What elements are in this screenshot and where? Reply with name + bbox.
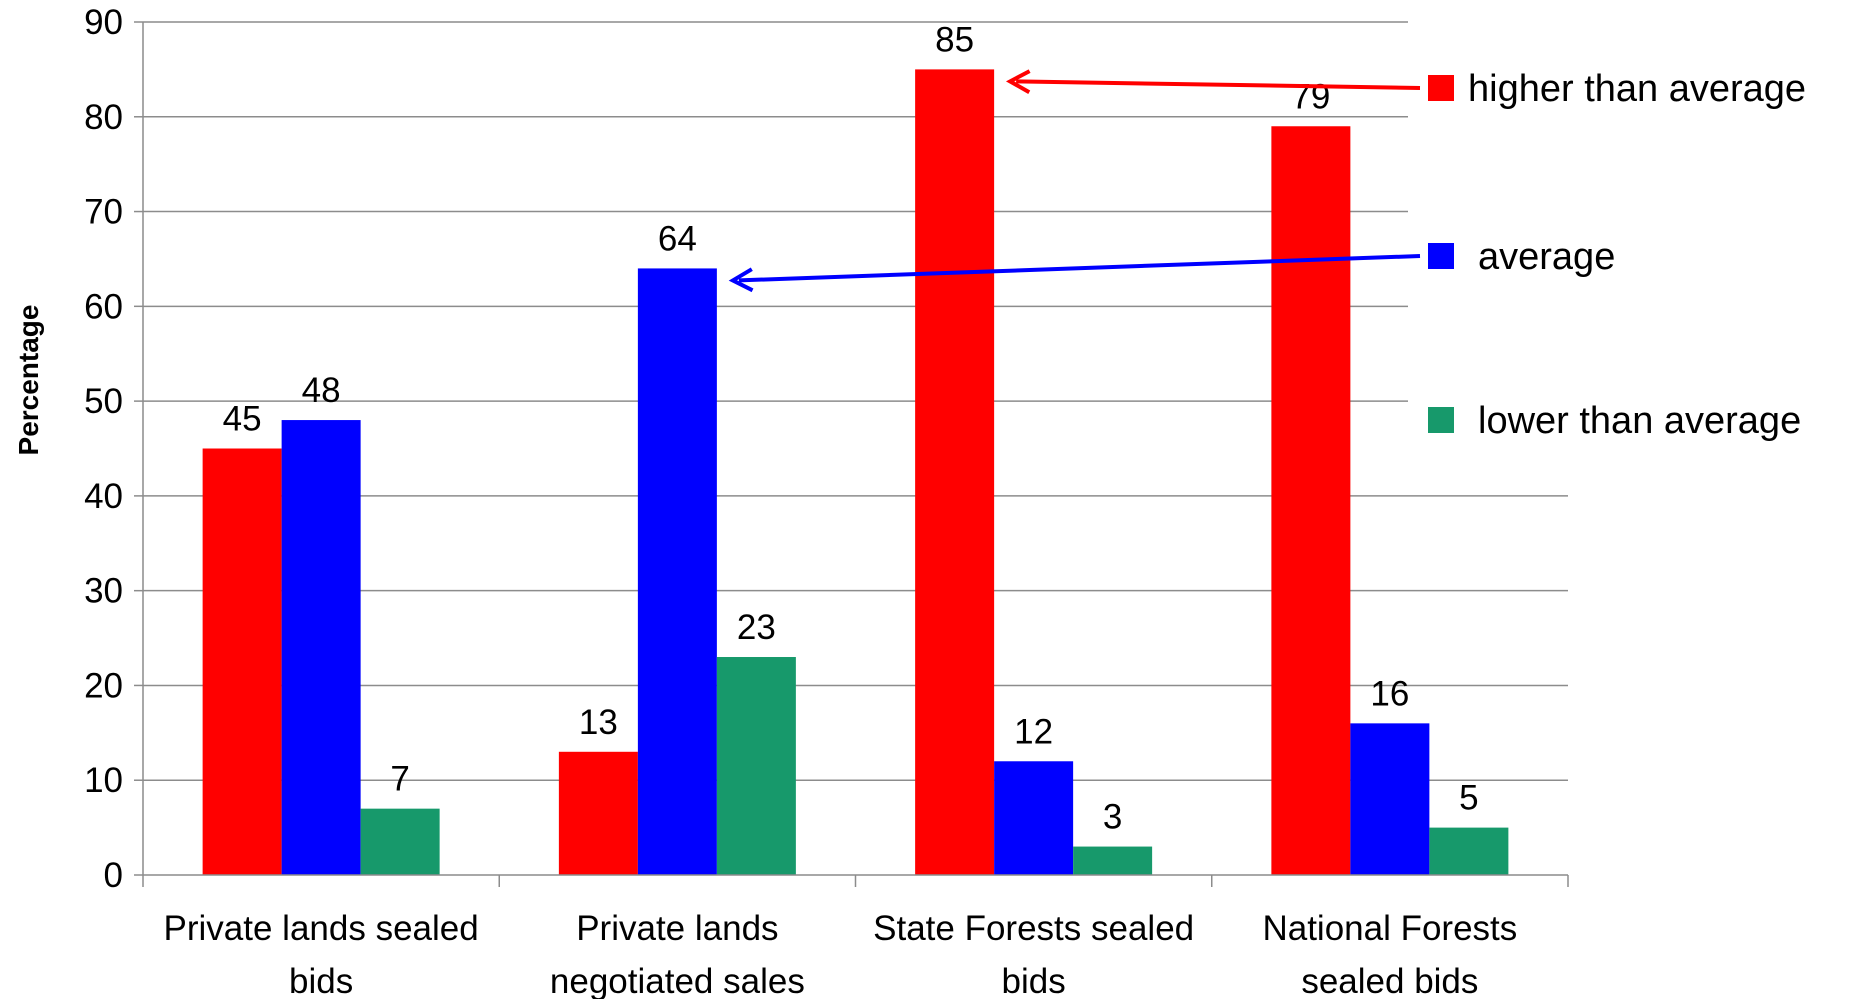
bar	[915, 69, 995, 875]
x-category-label-line: negotiated sales	[550, 962, 805, 999]
data-label: 48	[302, 371, 341, 410]
bar	[1350, 723, 1430, 875]
arrow-shaft	[738, 254, 1421, 283]
data-label: 64	[658, 219, 697, 258]
x-category-label-line: sealed bids	[1301, 962, 1478, 999]
data-label: 45	[223, 400, 262, 439]
gridlines	[143, 21, 1568, 781]
bars	[202, 69, 1509, 875]
bar	[637, 268, 717, 875]
y-tick-label: 70	[84, 193, 123, 232]
legend-swatch	[1428, 407, 1454, 433]
data-label: 85	[935, 20, 974, 59]
y-tick-label: 0	[104, 856, 123, 895]
bar	[281, 420, 361, 875]
x-category-label: State Forests sealed bids	[873, 909, 1194, 999]
y-tick-label: 50	[84, 382, 123, 421]
x-category-label: National Forests sealed bids	[1262, 909, 1517, 999]
legend-label: higher than average	[1468, 68, 1806, 110]
data-label: 79	[1291, 77, 1330, 116]
bar	[202, 448, 282, 875]
data-label: 5	[1459, 779, 1478, 818]
data-label: 3	[1103, 798, 1122, 837]
x-category-label: Private lands negotiated sales	[550, 909, 805, 999]
bar	[994, 761, 1074, 875]
legend-label: average	[1478, 236, 1615, 278]
legend-swatch	[1428, 243, 1454, 269]
legend-label: lower than average	[1478, 400, 1801, 442]
bar	[558, 751, 638, 875]
y-tick-label: 60	[84, 287, 123, 326]
y-tick-label: 80	[84, 98, 123, 137]
arrow-head	[728, 267, 754, 293]
legend: higher than average average lower than ave…	[1428, 68, 1806, 442]
x-category-label: Private lands sealed bids	[164, 909, 479, 999]
y-tick-label: 90	[84, 3, 123, 42]
y-tick-label: 30	[84, 572, 123, 611]
data-label: 7	[390, 760, 409, 799]
annotation-arrows	[728, 69, 1421, 293]
x-category-label-line: bids	[1002, 962, 1066, 999]
bar	[716, 657, 796, 875]
y-tick-label: 20	[84, 666, 123, 705]
bar	[1073, 846, 1153, 875]
bar	[1429, 827, 1509, 875]
legend-swatch	[1428, 75, 1454, 101]
bar	[1271, 126, 1351, 875]
x-category-label-line: Private lands sealed	[164, 909, 479, 948]
arrow-head	[1005, 69, 1031, 94]
data-label: 12	[1014, 712, 1053, 751]
data-label: 23	[737, 608, 776, 647]
x-category-label-line: National Forests	[1262, 909, 1517, 948]
x-category-label-line: bids	[289, 962, 353, 999]
y-tick-label: 40	[84, 477, 123, 516]
data-label: 13	[579, 703, 618, 742]
x-category-label-line: State Forests sealed	[873, 909, 1194, 948]
arrow-shaft	[1016, 79, 1421, 90]
axes: 0 10 20 30 40 50 60 70 80 90 Private lands sealed b…	[84, 3, 1569, 999]
bar	[360, 808, 440, 875]
y-tick-label: 10	[84, 761, 123, 800]
x-category-label-line: Private lands	[576, 909, 778, 948]
y-axis-title: Percentage	[13, 305, 44, 456]
data-labels: 45 13 85 79 48 64 12 16 7 23 3 5	[223, 20, 1479, 836]
data-label: 16	[1370, 674, 1409, 713]
